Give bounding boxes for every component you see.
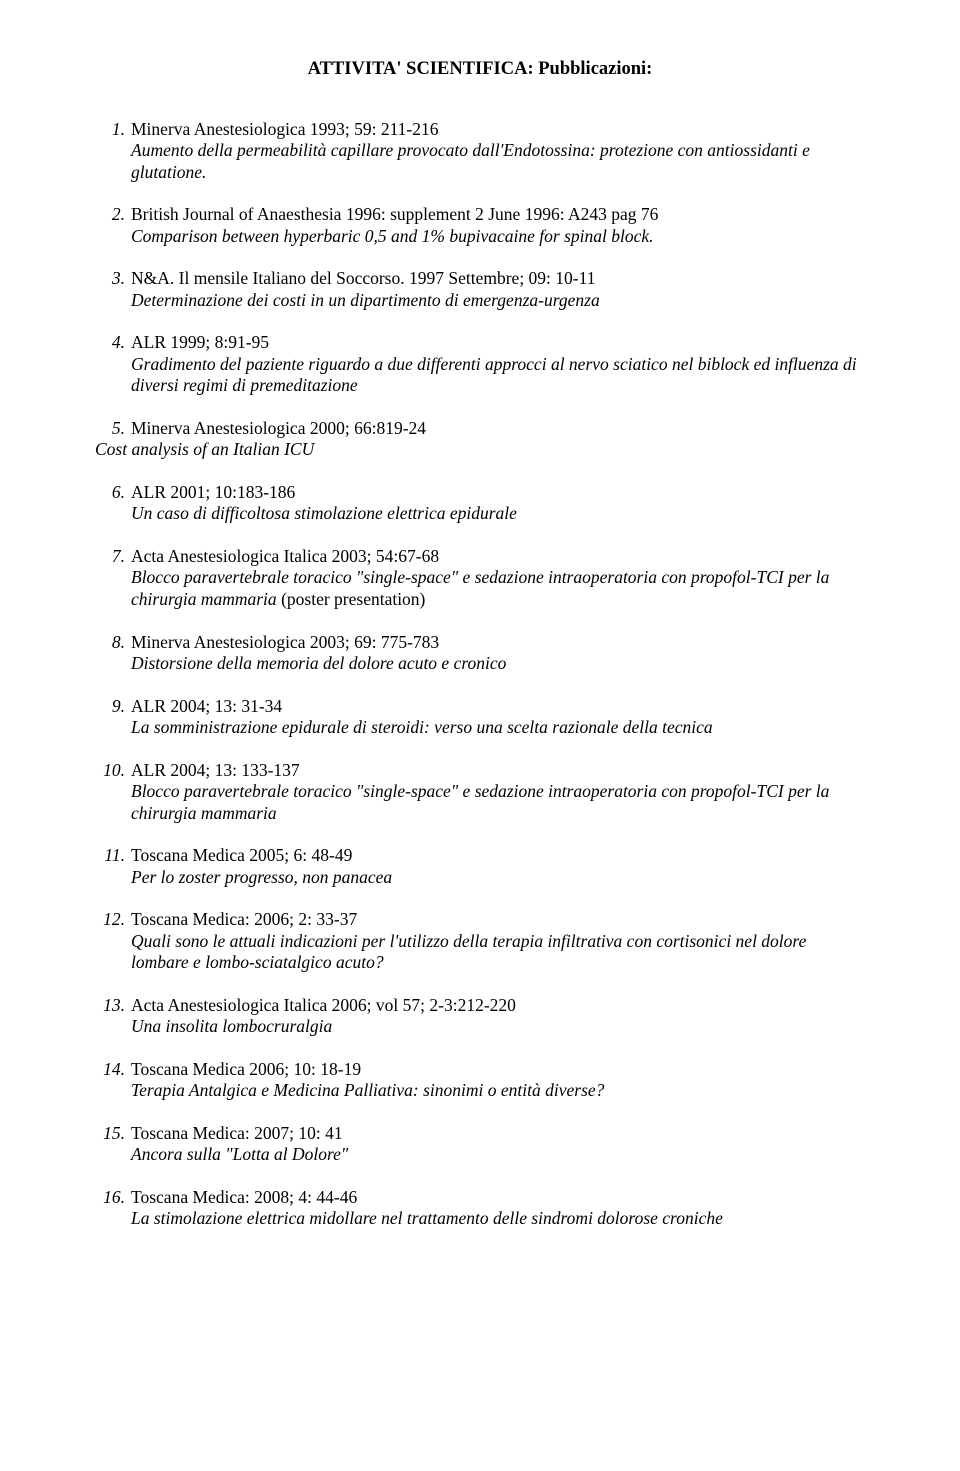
publication-item: ALR 2001; 10:183-186Un caso di difficolt… [95,482,865,525]
publication-description: Blocco paravertebrale toracico "single-s… [131,781,829,823]
publication-description: Per lo zoster progresso, non panacea [131,867,392,887]
publication-reference: ALR 1999; 8:91-95 [131,332,269,352]
publication-reference: Acta Anestesiologica Italica 2006; vol 5… [131,995,516,1015]
publication-description: Ancora sulla "Lotta al Dolore" [131,1144,348,1164]
publication-note: (poster presentation) [277,589,426,609]
publication-description: Cost analysis of an Italian ICU [95,439,865,461]
publication-description: Determinazione dei costi in un dipartime… [131,290,600,310]
publication-reference: ALR 2004; 13: 31-34 [131,696,282,716]
publication-description: Distorsione della memoria del dolore acu… [131,653,506,673]
publication-reference: Minerva Anestesiologica 1993; 59: 211-21… [131,119,439,139]
publication-description: Aumento della permeabilità capillare pro… [131,140,810,182]
page-title: ATTIVITA' SCIENTIFICA: Pubblicazioni: [95,58,865,81]
publication-reference: Toscana Medica 2005; 6: 48-49 [131,845,352,865]
publication-reference: British Journal of Anaesthesia 1996: sup… [131,204,658,224]
publication-reference: Toscana Medica: 2007; 10: 41 [131,1123,343,1143]
publication-reference: Minerva Anestesiologica 2000; 66:819-24 [131,418,426,438]
publication-reference: Toscana Medica: 2008; 4: 44-46 [131,1187,357,1207]
publication-reference: ALR 2004; 13: 133-137 [131,760,300,780]
publication-item: Acta Anestesiologica Italica 2003; 54:67… [95,546,865,611]
publication-reference: Acta Anestesiologica Italica 2003; 54:67… [131,546,439,566]
publication-description: Una insolita lombocruralgia [131,1016,332,1036]
publication-item: British Journal of Anaesthesia 1996: sup… [95,204,865,247]
publication-description: Un caso di difficoltosa stimolazione ele… [131,503,517,523]
publication-item: Toscana Medica: 2007; 10: 41Ancora sulla… [95,1123,865,1166]
publication-description: Blocco paravertebrale toracico "single-s… [131,567,829,609]
publication-reference: Minerva Anestesiologica 2003; 69: 775-78… [131,632,439,652]
publication-reference: N&A. Il mensile Italiano del Soccorso. 1… [131,268,595,288]
publication-list: Minerva Anestesiologica 1993; 59: 211-21… [95,119,865,1230]
publication-item: Minerva Anestesiologica 1993; 59: 211-21… [95,119,865,184]
publication-description: La stimolazione elettrica midollare nel … [131,1208,723,1228]
publication-description: Terapia Antalgica e Medicina Palliativa:… [131,1080,604,1100]
publication-item: Toscana Medica: 2006; 2: 33-37Quali sono… [95,909,865,974]
publication-description: Comparison between hyperbaric 0,5 and 1%… [131,226,654,246]
publication-description: Gradimento del paziente riguardo a due d… [131,354,857,396]
publication-reference: ALR 2001; 10:183-186 [131,482,295,502]
publication-item: Toscana Medica 2006; 10: 18-19Terapia An… [95,1059,865,1102]
publication-item: ALR 2004; 13: 133-137Blocco paravertebra… [95,760,865,825]
publication-item: Toscana Medica: 2008; 4: 44-46La stimola… [95,1187,865,1230]
publication-item: Minerva Anestesiologica 2000; 66:819-24C… [95,418,865,461]
publication-item: Acta Anestesiologica Italica 2006; vol 5… [95,995,865,1038]
publication-reference: Toscana Medica: 2006; 2: 33-37 [131,909,357,929]
publication-description: Quali sono le attuali indicazioni per l'… [131,931,806,973]
publication-item: Toscana Medica 2005; 6: 48-49Per lo zost… [95,845,865,888]
publication-item: N&A. Il mensile Italiano del Soccorso. 1… [95,268,865,311]
publication-reference: Toscana Medica 2006; 10: 18-19 [131,1059,361,1079]
publication-item: Minerva Anestesiologica 2003; 69: 775-78… [95,632,865,675]
publication-item: ALR 2004; 13: 31-34La somministrazione e… [95,696,865,739]
publication-description: La somministrazione epidurale di steroid… [131,717,713,737]
publication-item: ALR 1999; 8:91-95Gradimento del paziente… [95,332,865,397]
